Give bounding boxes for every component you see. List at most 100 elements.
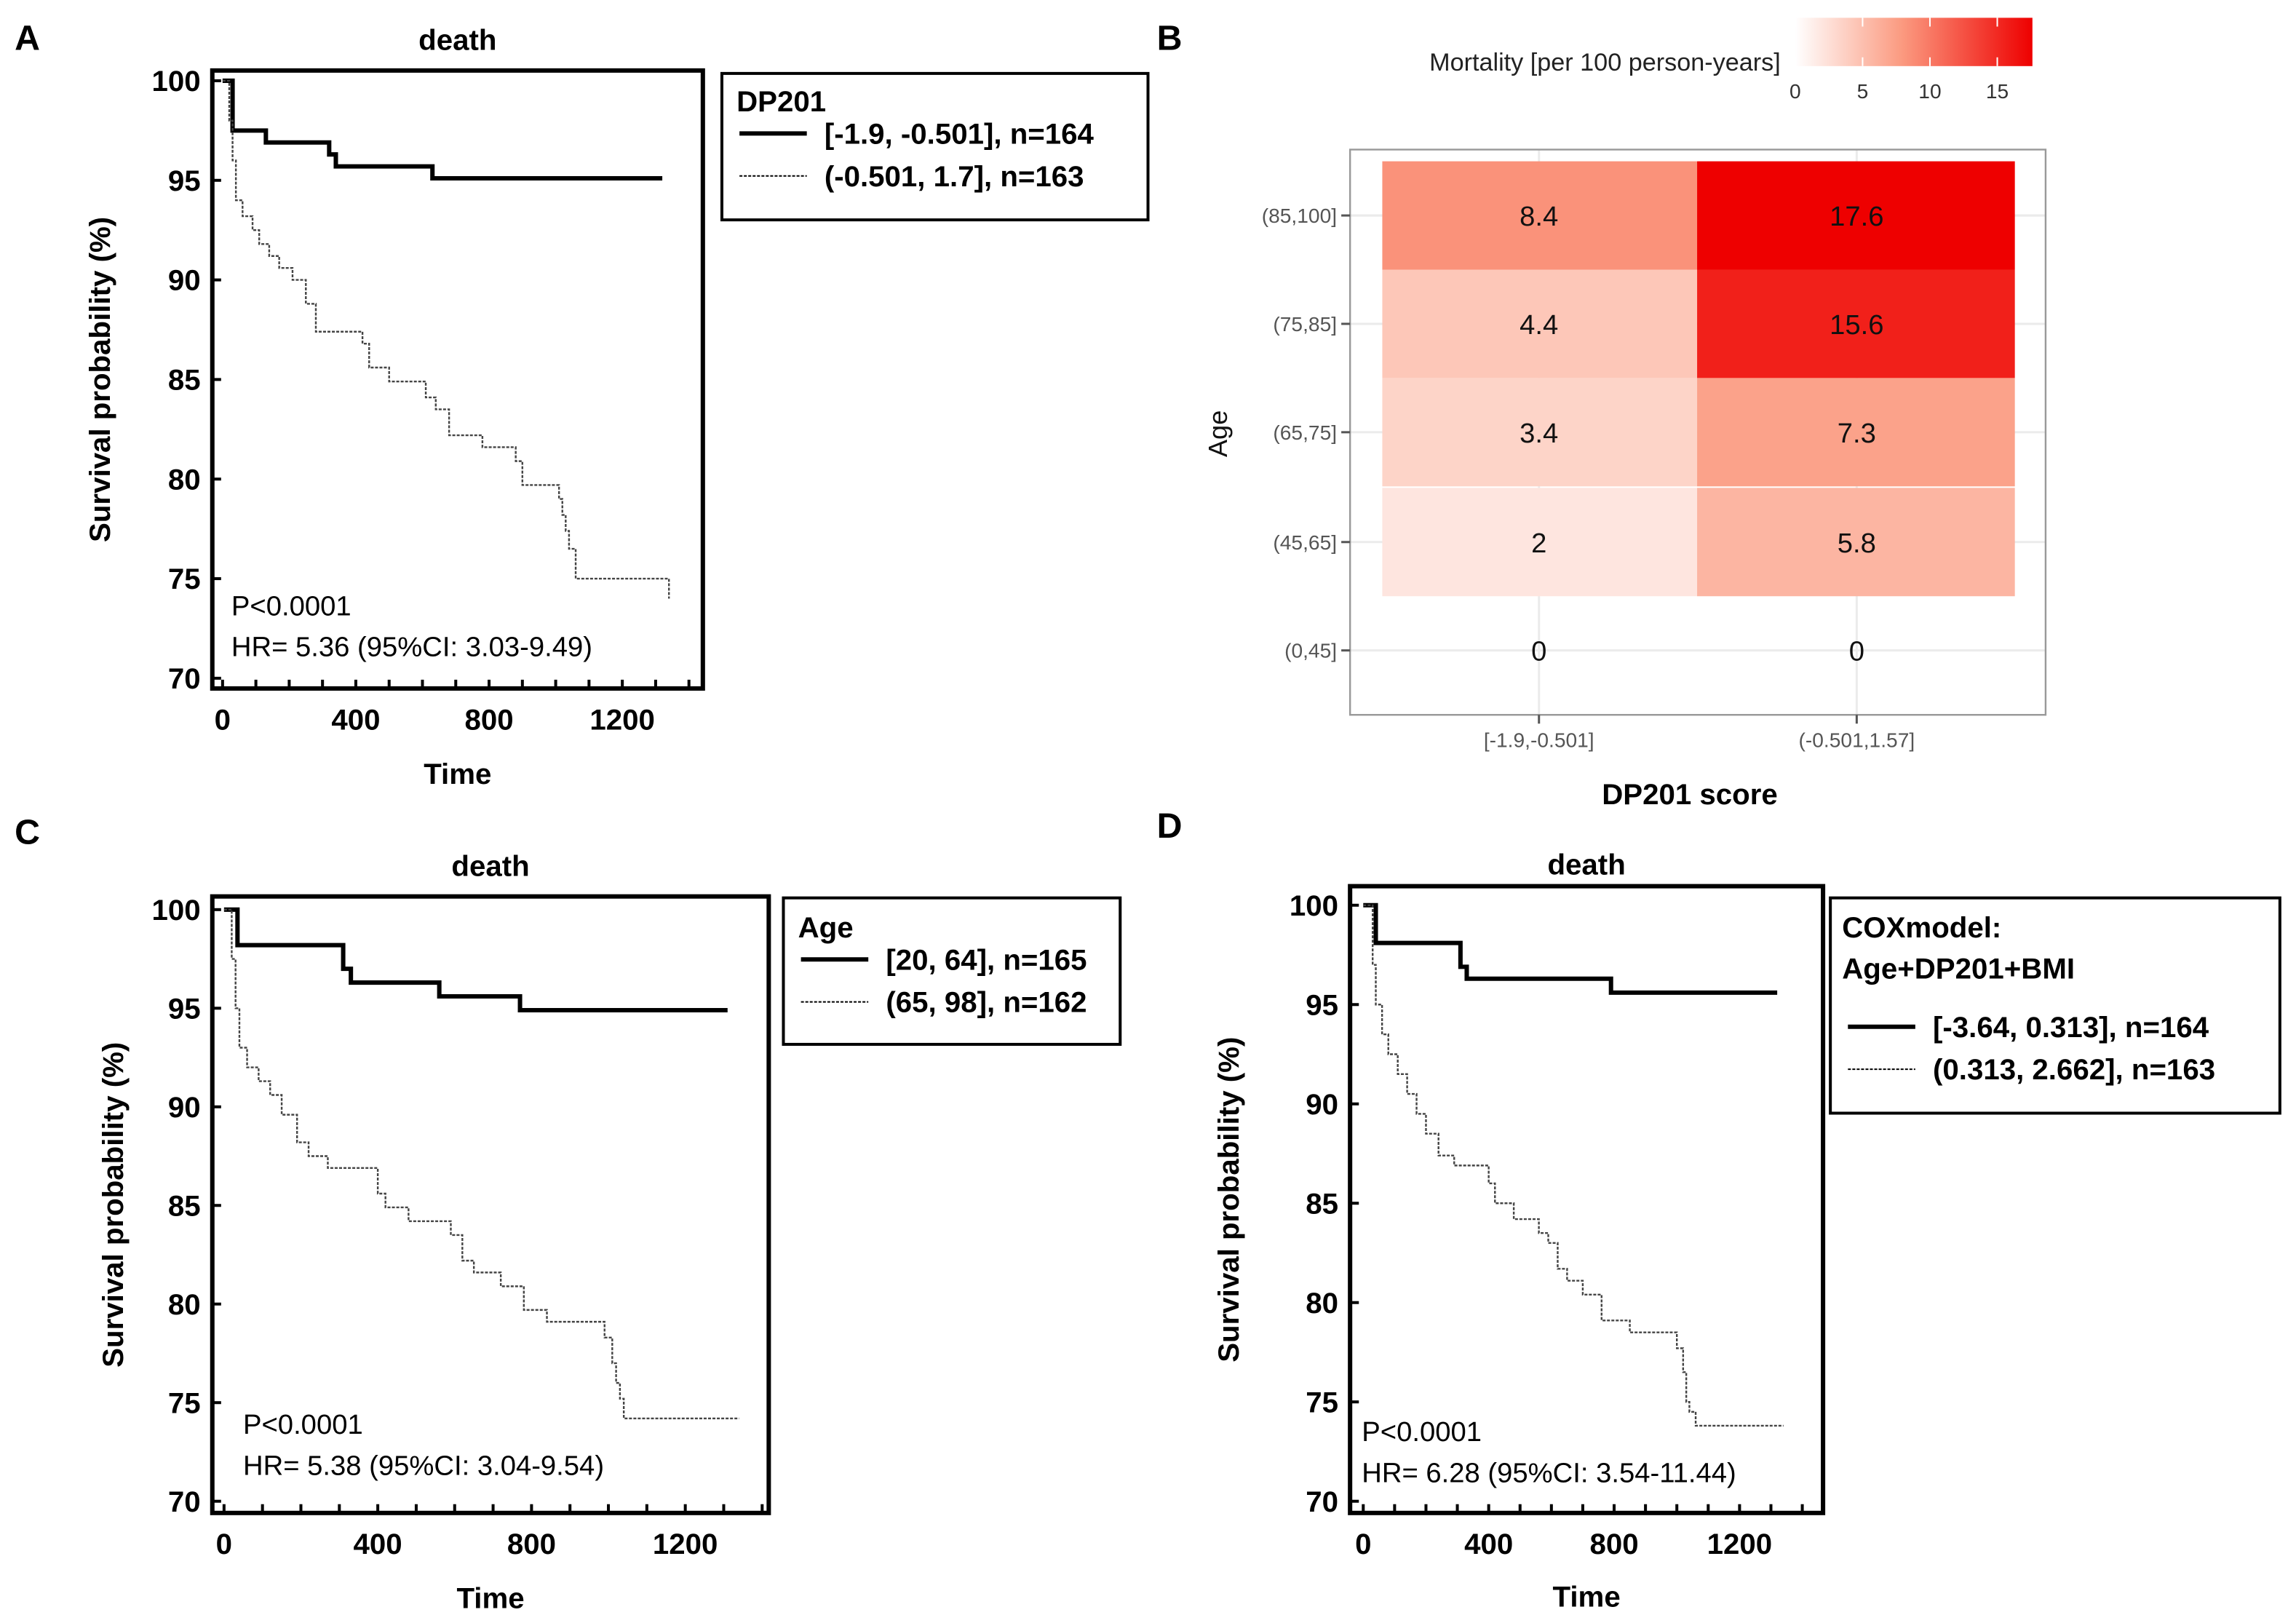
legend-title: DP201 [736,85,826,118]
km-plot-a: death 70 75 80 85 90 95 100 0 400 800 1200 Time Survi… [84,24,1150,790]
legend-box [782,896,1122,1046]
colorbar-tick-label: 0 [1789,80,1801,103]
colorbar-title: Mortality [per 100 person-years] [1429,49,1781,76]
x-tick-label: 400 [1464,1528,1513,1560]
y-axis-label: Survival probability (%) [97,1042,130,1368]
y-tick-label: 90 [1306,1088,1338,1121]
x-tick-label: 1200 [589,703,655,736]
y-tick-label: 100 [1290,889,1338,922]
y-tick-label: 85 [168,364,201,397]
heatmap-cell-label: 7.3 [1838,418,1876,449]
x-axis-label: DP201 score [1602,778,1778,811]
y-tick-label: 95 [168,992,201,1025]
colorbar-tick-label: 15 [1986,80,2009,103]
heatmap-cell [1697,378,2015,487]
annotation: HR= 5.38 (95%CI: 3.04-9.54) [243,1450,604,1481]
panel-label-d: D [1157,806,1183,846]
y-tick-label: 85 [168,1189,201,1222]
annotation: HR= 6.28 (95%CI: 3.54-11.44) [1362,1458,1736,1489]
annotation: P<0.0001 [243,1409,363,1440]
y-tick-label: 80 [168,1288,201,1321]
plot-frame [1348,884,1826,1515]
legend-entry: (0.313, 2.662], n=163 [1933,1053,2215,1086]
y-tick-label: 75 [168,1386,201,1419]
x-tick-label: 800 [464,703,513,736]
legend-entry: [20, 64], n=165 [886,943,1087,976]
y-tick-label: (65,75] [1273,421,1337,444]
legend-entry: [-3.64, 0.313], n=164 [1933,1011,2209,1044]
km-curve-series-1 [1363,902,1778,995]
x-axis-label: Time [456,1582,524,1615]
heatmap-cell-label: 4.4 [1520,309,1558,341]
x-tick-label: 1200 [653,1528,718,1560]
y-tick-label: (85,100] [1262,205,1337,227]
heatmap-cell-label: 0 [1531,636,1546,667]
km-curve-series-1 [223,907,728,1013]
heatmap-cell-label: 17.6 [1830,201,1883,232]
legend-title: Age+DP201+BMI [1842,952,2075,985]
legend-box [720,71,1150,222]
heatmap-cell [1697,161,2015,270]
y-tick-label: (0,45] [1284,640,1337,662]
chart-title: death [451,850,529,883]
y-axis-label: Age [1203,410,1233,457]
km-plot-c: death 70 75 80 85 90 95 100 0 400 800 1200 Time Survi… [97,850,1122,1615]
y-tick-label: 95 [1306,988,1338,1021]
y-tick-label: 95 [168,164,201,197]
x-axis-label: Time [1553,1581,1621,1614]
annotation: P<0.0001 [1362,1416,1482,1448]
y-tick-label: 80 [1306,1287,1338,1320]
legend-entry: [-1.9, -0.501], n=164 [825,117,1095,150]
x-tick-label: 0 [1355,1528,1371,1560]
x-tick-label: 400 [354,1528,402,1560]
heatmap-cell-label: 5.8 [1838,528,1876,559]
chart-title: death [418,24,496,57]
heatmap-b: Mortality [per 100 person-years] 0 5 10 15 8.… [1203,17,2047,811]
heatmap-cell [1382,269,1698,378]
x-axis-label: Time [424,758,491,790]
y-tick-label: 70 [1306,1485,1338,1518]
x-tick-label: [-1.9,-0.501] [1484,729,1594,751]
x-tick-label: 400 [331,703,380,736]
x-tick-label: 0 [215,703,231,736]
heatmap-cell-label: 15.6 [1830,309,1883,341]
panel-label-a: A [15,19,40,58]
y-axis-label: Survival probability (%) [1212,1037,1245,1362]
panel-label-b: B [1157,19,1183,58]
y-tick-label: 75 [168,563,201,595]
heatmap-cell [1382,488,1698,597]
heatmap-cell [1382,161,1698,270]
y-tick-label: 90 [168,264,201,297]
colorbar-tick-label: 5 [1857,80,1869,103]
legend-title: Age [798,911,854,944]
y-tick-label: 90 [168,1091,201,1124]
legend-entry: (65, 98], n=162 [886,986,1087,1019]
heatmap-cell [1697,488,2015,597]
km-curve-series-1 [222,78,663,181]
heatmap-cell-label: 2 [1531,528,1546,559]
colorbar [1795,17,2033,66]
legend-title: COXmodel: [1842,911,2001,944]
y-tick-label: 100 [152,894,201,926]
heatmap-cell-label: 8.4 [1520,201,1558,232]
km-curve-series-2 [222,79,670,599]
heatmap-cell-label: 3.4 [1520,418,1558,449]
x-tick-label: 1200 [1707,1528,1773,1560]
y-tick-label: (75,85] [1273,313,1337,336]
y-axis-label: Survival probability (%) [84,217,116,542]
y-tick-label: (45,65] [1273,531,1337,554]
y-tick-label: 100 [152,65,201,98]
panel-label-c: C [15,812,40,852]
km-curve-series-2 [1363,904,1784,1427]
km-plot-d: death 70 75 80 85 90 95 100 0 400 800 1200 Time Survi… [1212,849,2281,1614]
y-tick-label: 85 [1306,1187,1338,1220]
annotation: HR= 5.36 (95%CI: 3.03-9.49) [231,632,592,663]
x-tick-label: (-0.501,1.57] [1799,729,1915,751]
heatmap-cell-label: 0 [1849,636,1864,667]
heatmap-cell [1382,378,1698,487]
y-tick-label: 70 [168,1485,201,1518]
x-tick-label: 800 [1589,1528,1638,1560]
y-tick-label: 75 [1306,1386,1338,1418]
annotation: P<0.0001 [231,590,351,622]
